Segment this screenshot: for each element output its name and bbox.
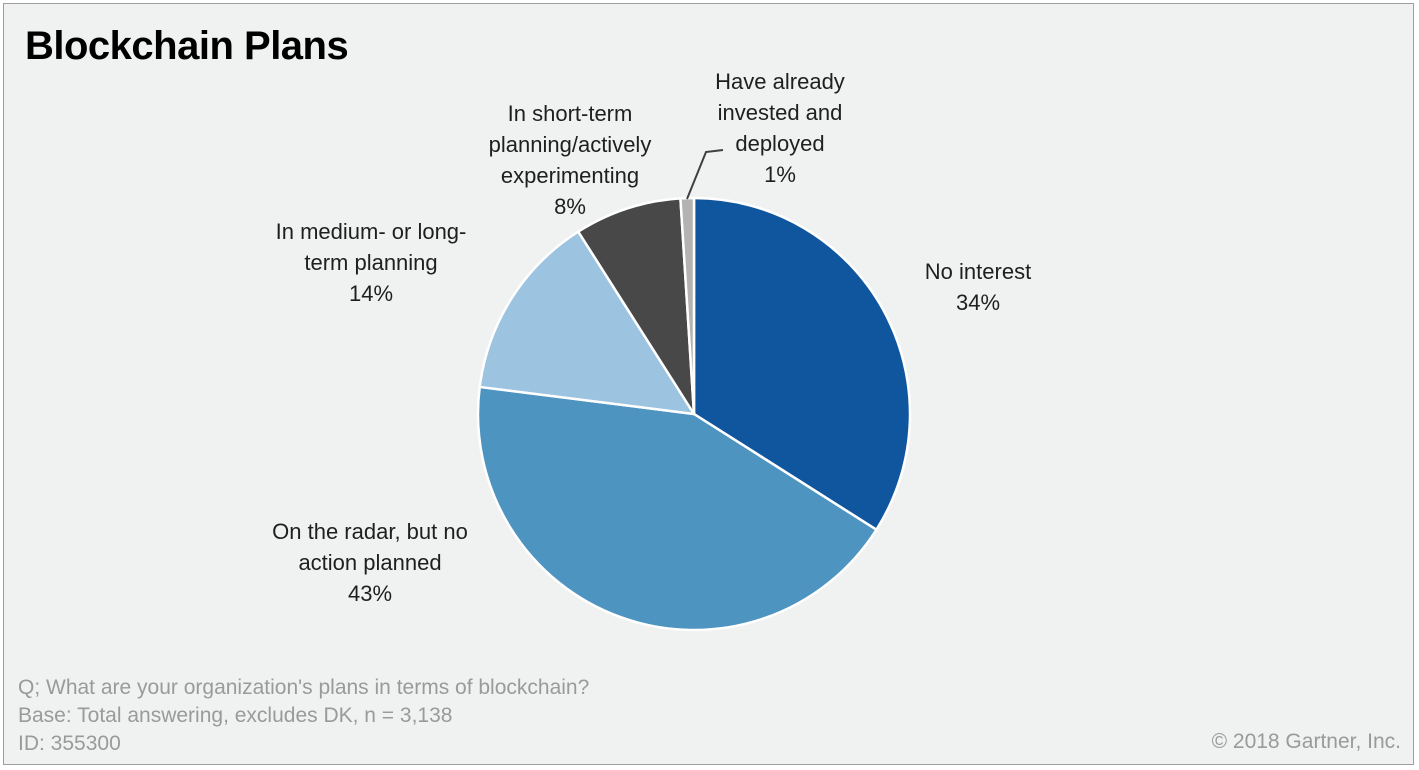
footer-base: Base: Total answering, excludes DK, n = … bbox=[18, 704, 453, 727]
pie-chart bbox=[476, 149, 912, 632]
slice-label-short-term: In short-term planning/actively experime… bbox=[488, 101, 652, 219]
copyright-notice: © 2018 Gartner, Inc. bbox=[1211, 730, 1401, 753]
slice-label-medium-or-long-term: In medium- or long- term planning 14% bbox=[275, 219, 467, 306]
pie-slice-2 bbox=[478, 230, 696, 416]
footer-question: Q; What are your organization's plans in… bbox=[18, 676, 590, 699]
chart-canvas: Blockchain Plans No interest 34% On the … bbox=[3, 3, 1414, 765]
slice-label-on-the-radar: On the radar, but no action planned 43% bbox=[272, 519, 468, 606]
slice-label-no-interest: No interest 34% bbox=[924, 259, 1032, 315]
slice-label-invested-deployed: Have already invested and deployed 1% bbox=[715, 69, 845, 187]
chart-title: Blockchain Plans bbox=[25, 24, 349, 68]
pie-slice-3 bbox=[577, 197, 696, 416]
footer-id: ID: 355300 bbox=[18, 732, 121, 755]
pie-slice-1 bbox=[476, 385, 878, 632]
leader-line-invested-deployed bbox=[686, 149, 724, 200]
footer-notes: Q; What are your organization's plans in… bbox=[18, 674, 589, 758]
